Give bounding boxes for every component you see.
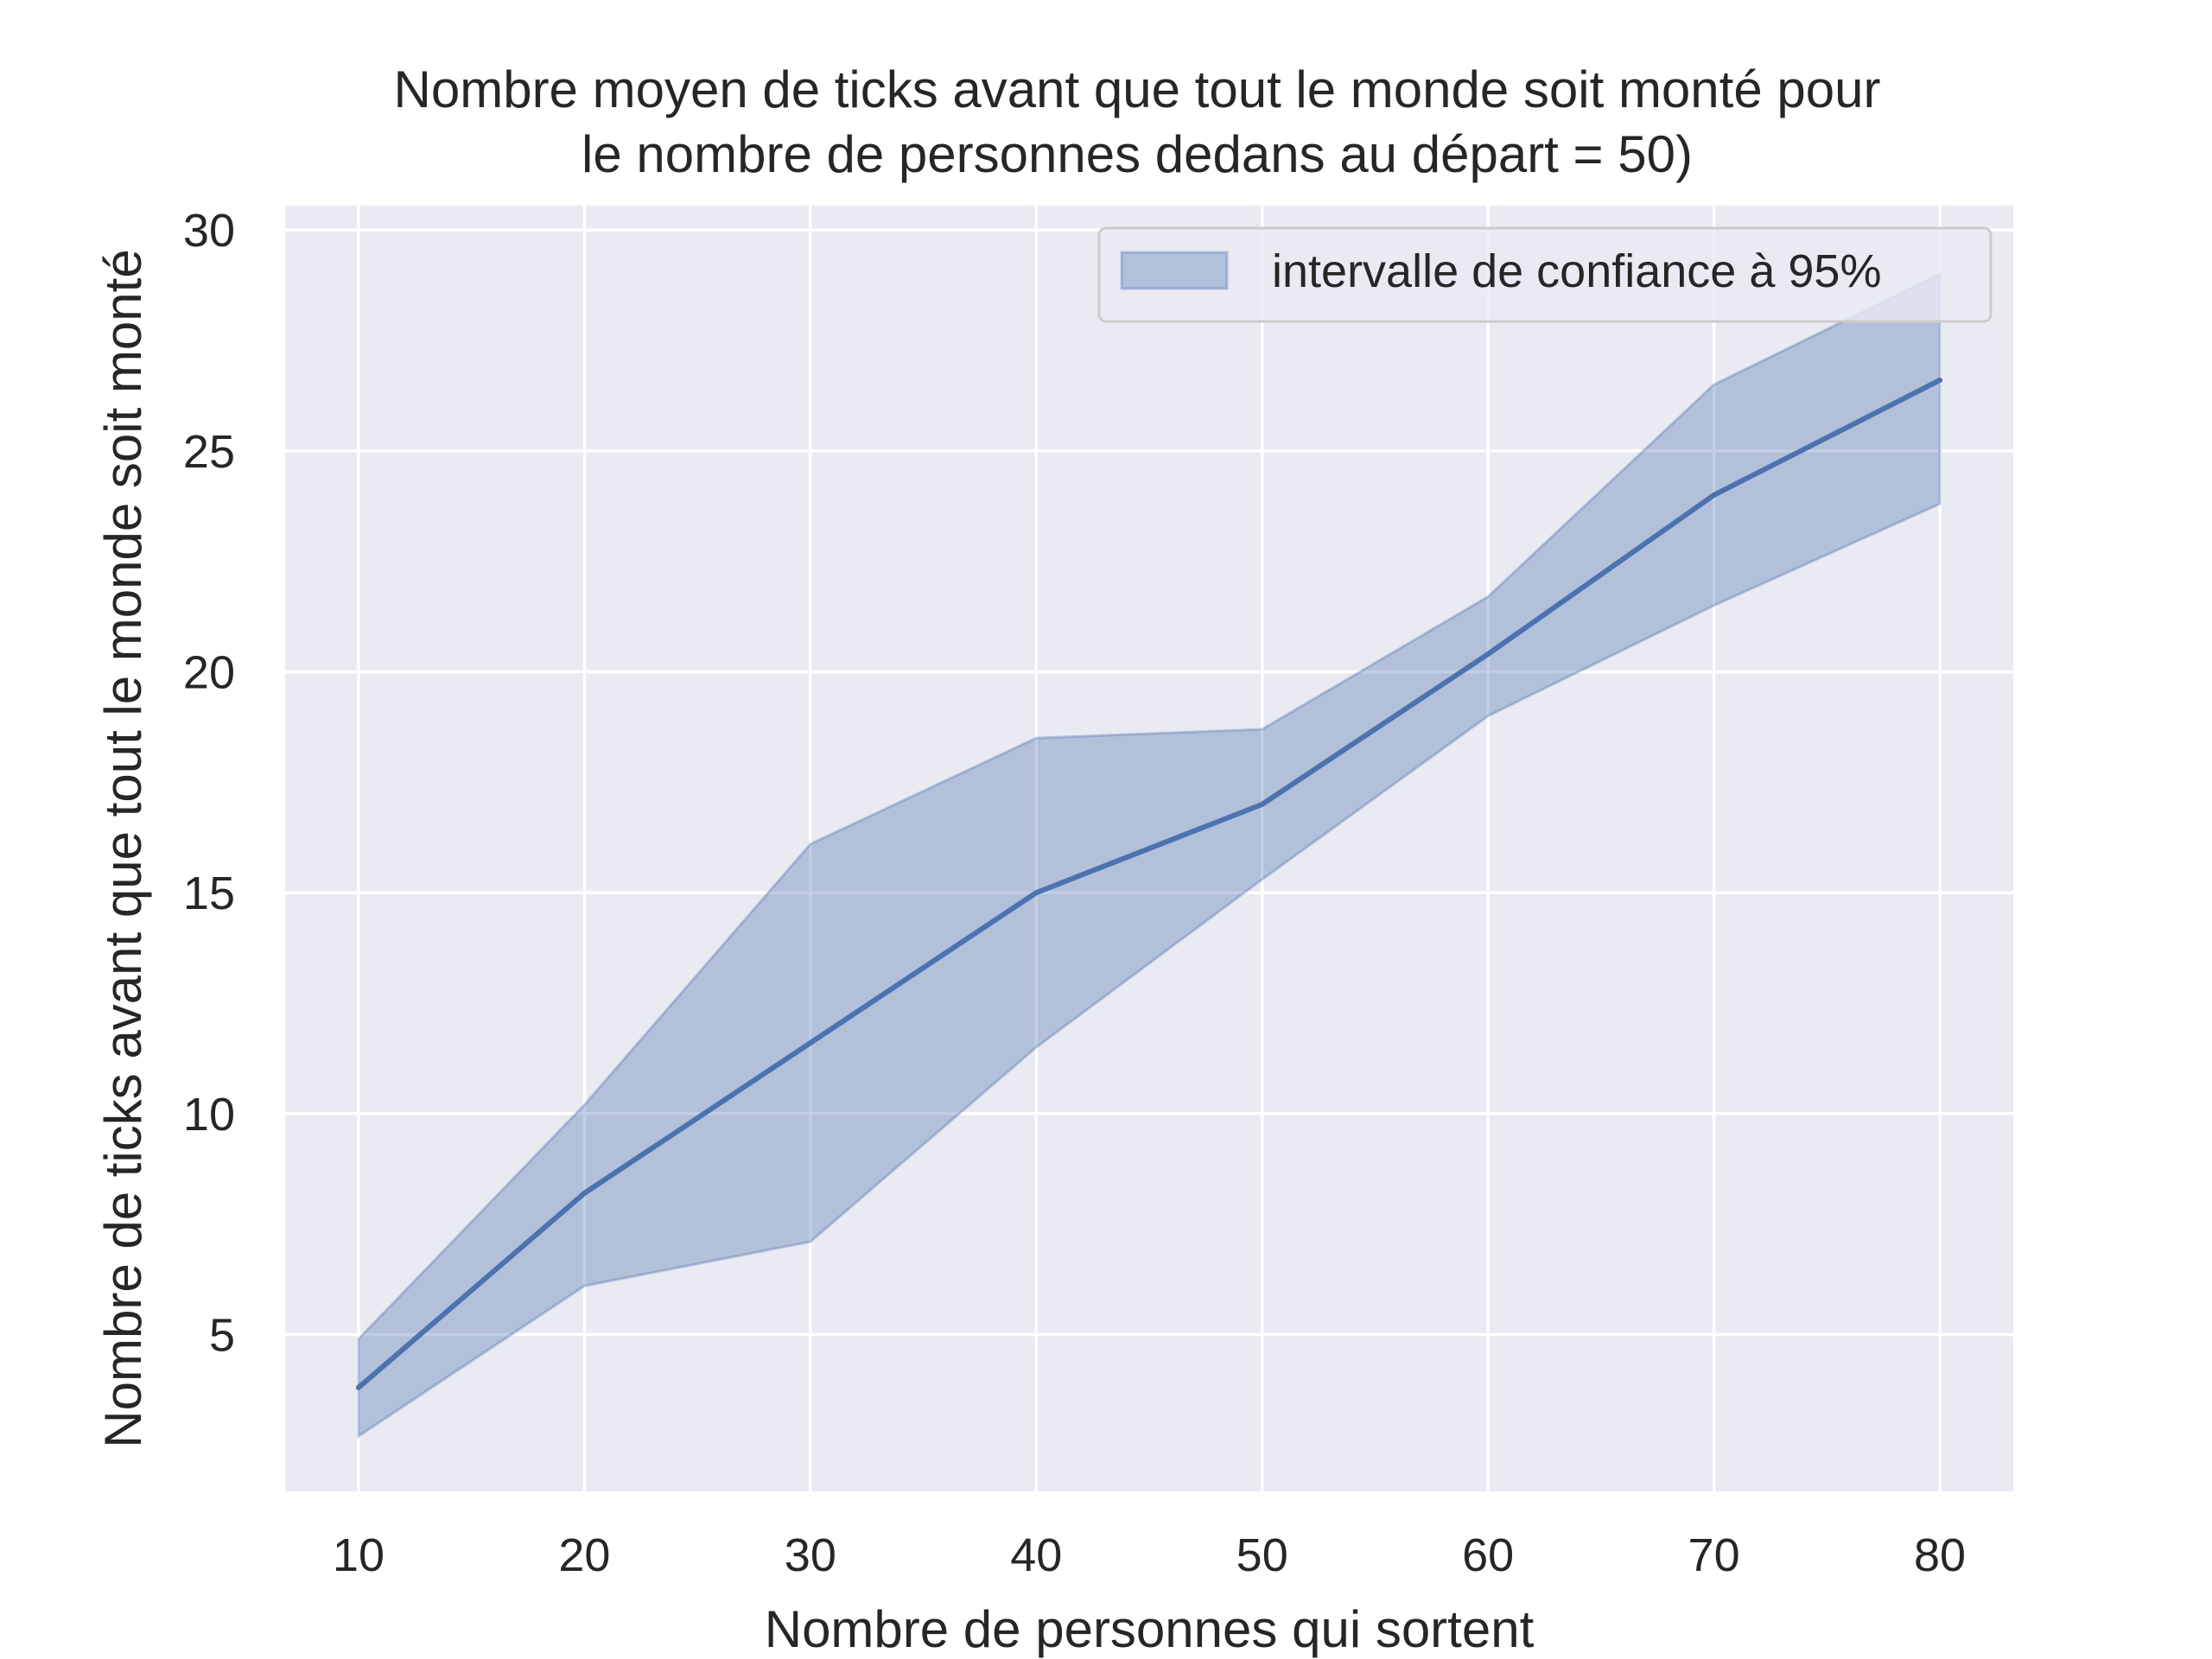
series-line-layer [355, 377, 1943, 1390]
x-tick-labels: 10 20 30 40 50 60 70 80 [333, 1529, 1966, 1581]
chart-title-line-2: le nombre de personnes dedans au départ … [582, 125, 1693, 183]
y-tick-label: 5 [209, 1309, 235, 1361]
x-tick-label: 70 [1688, 1529, 1740, 1581]
x-axis-label: Nombre de personnes qui sortent [765, 1600, 1535, 1658]
x-tick-label: 80 [1914, 1529, 1966, 1581]
data-point [582, 1190, 588, 1196]
x-tick-label: 30 [785, 1529, 836, 1581]
x-tick-label: 40 [1010, 1529, 1062, 1581]
x-tick-label: 50 [1236, 1529, 1288, 1581]
legend-swatch [1120, 251, 1229, 290]
x-tick-label: 60 [1462, 1529, 1514, 1581]
y-tick-label: 25 [183, 426, 235, 478]
data-point [1711, 492, 1717, 498]
chart-title-line-1: Nombre moyen de ticks avant que tout le … [394, 60, 1881, 118]
y-tick-labels: 5 10 15 20 25 30 [183, 205, 235, 1361]
data-point [1937, 377, 1943, 383]
legend-label: intervalle de confiance à 95% [1272, 245, 1881, 297]
data-point [807, 1039, 813, 1046]
series-line-1 [355, 377, 1943, 1390]
data-point [355, 1384, 361, 1390]
y-tick-label: 20 [183, 646, 235, 698]
data-point [1033, 890, 1039, 896]
data-point [1259, 801, 1265, 807]
y-tick-label: 15 [183, 868, 235, 919]
y-axis-label: Nombre de ticks avant que tout le monde … [94, 249, 152, 1447]
chart-title: Nombre moyen de ticks avant que tout le … [394, 60, 1881, 183]
legend-box [1097, 226, 1993, 323]
y-tick-label: 10 [183, 1089, 235, 1141]
x-tick-label: 20 [558, 1529, 610, 1581]
legend: intervalle de confiance à 95% [1097, 226, 1993, 323]
data-point [1485, 652, 1491, 658]
y-tick-label: 30 [183, 205, 235, 257]
confidence-band-layer [357, 271, 1942, 1439]
x-tick-label: 10 [333, 1529, 385, 1581]
confidence-band [357, 271, 1942, 1439]
